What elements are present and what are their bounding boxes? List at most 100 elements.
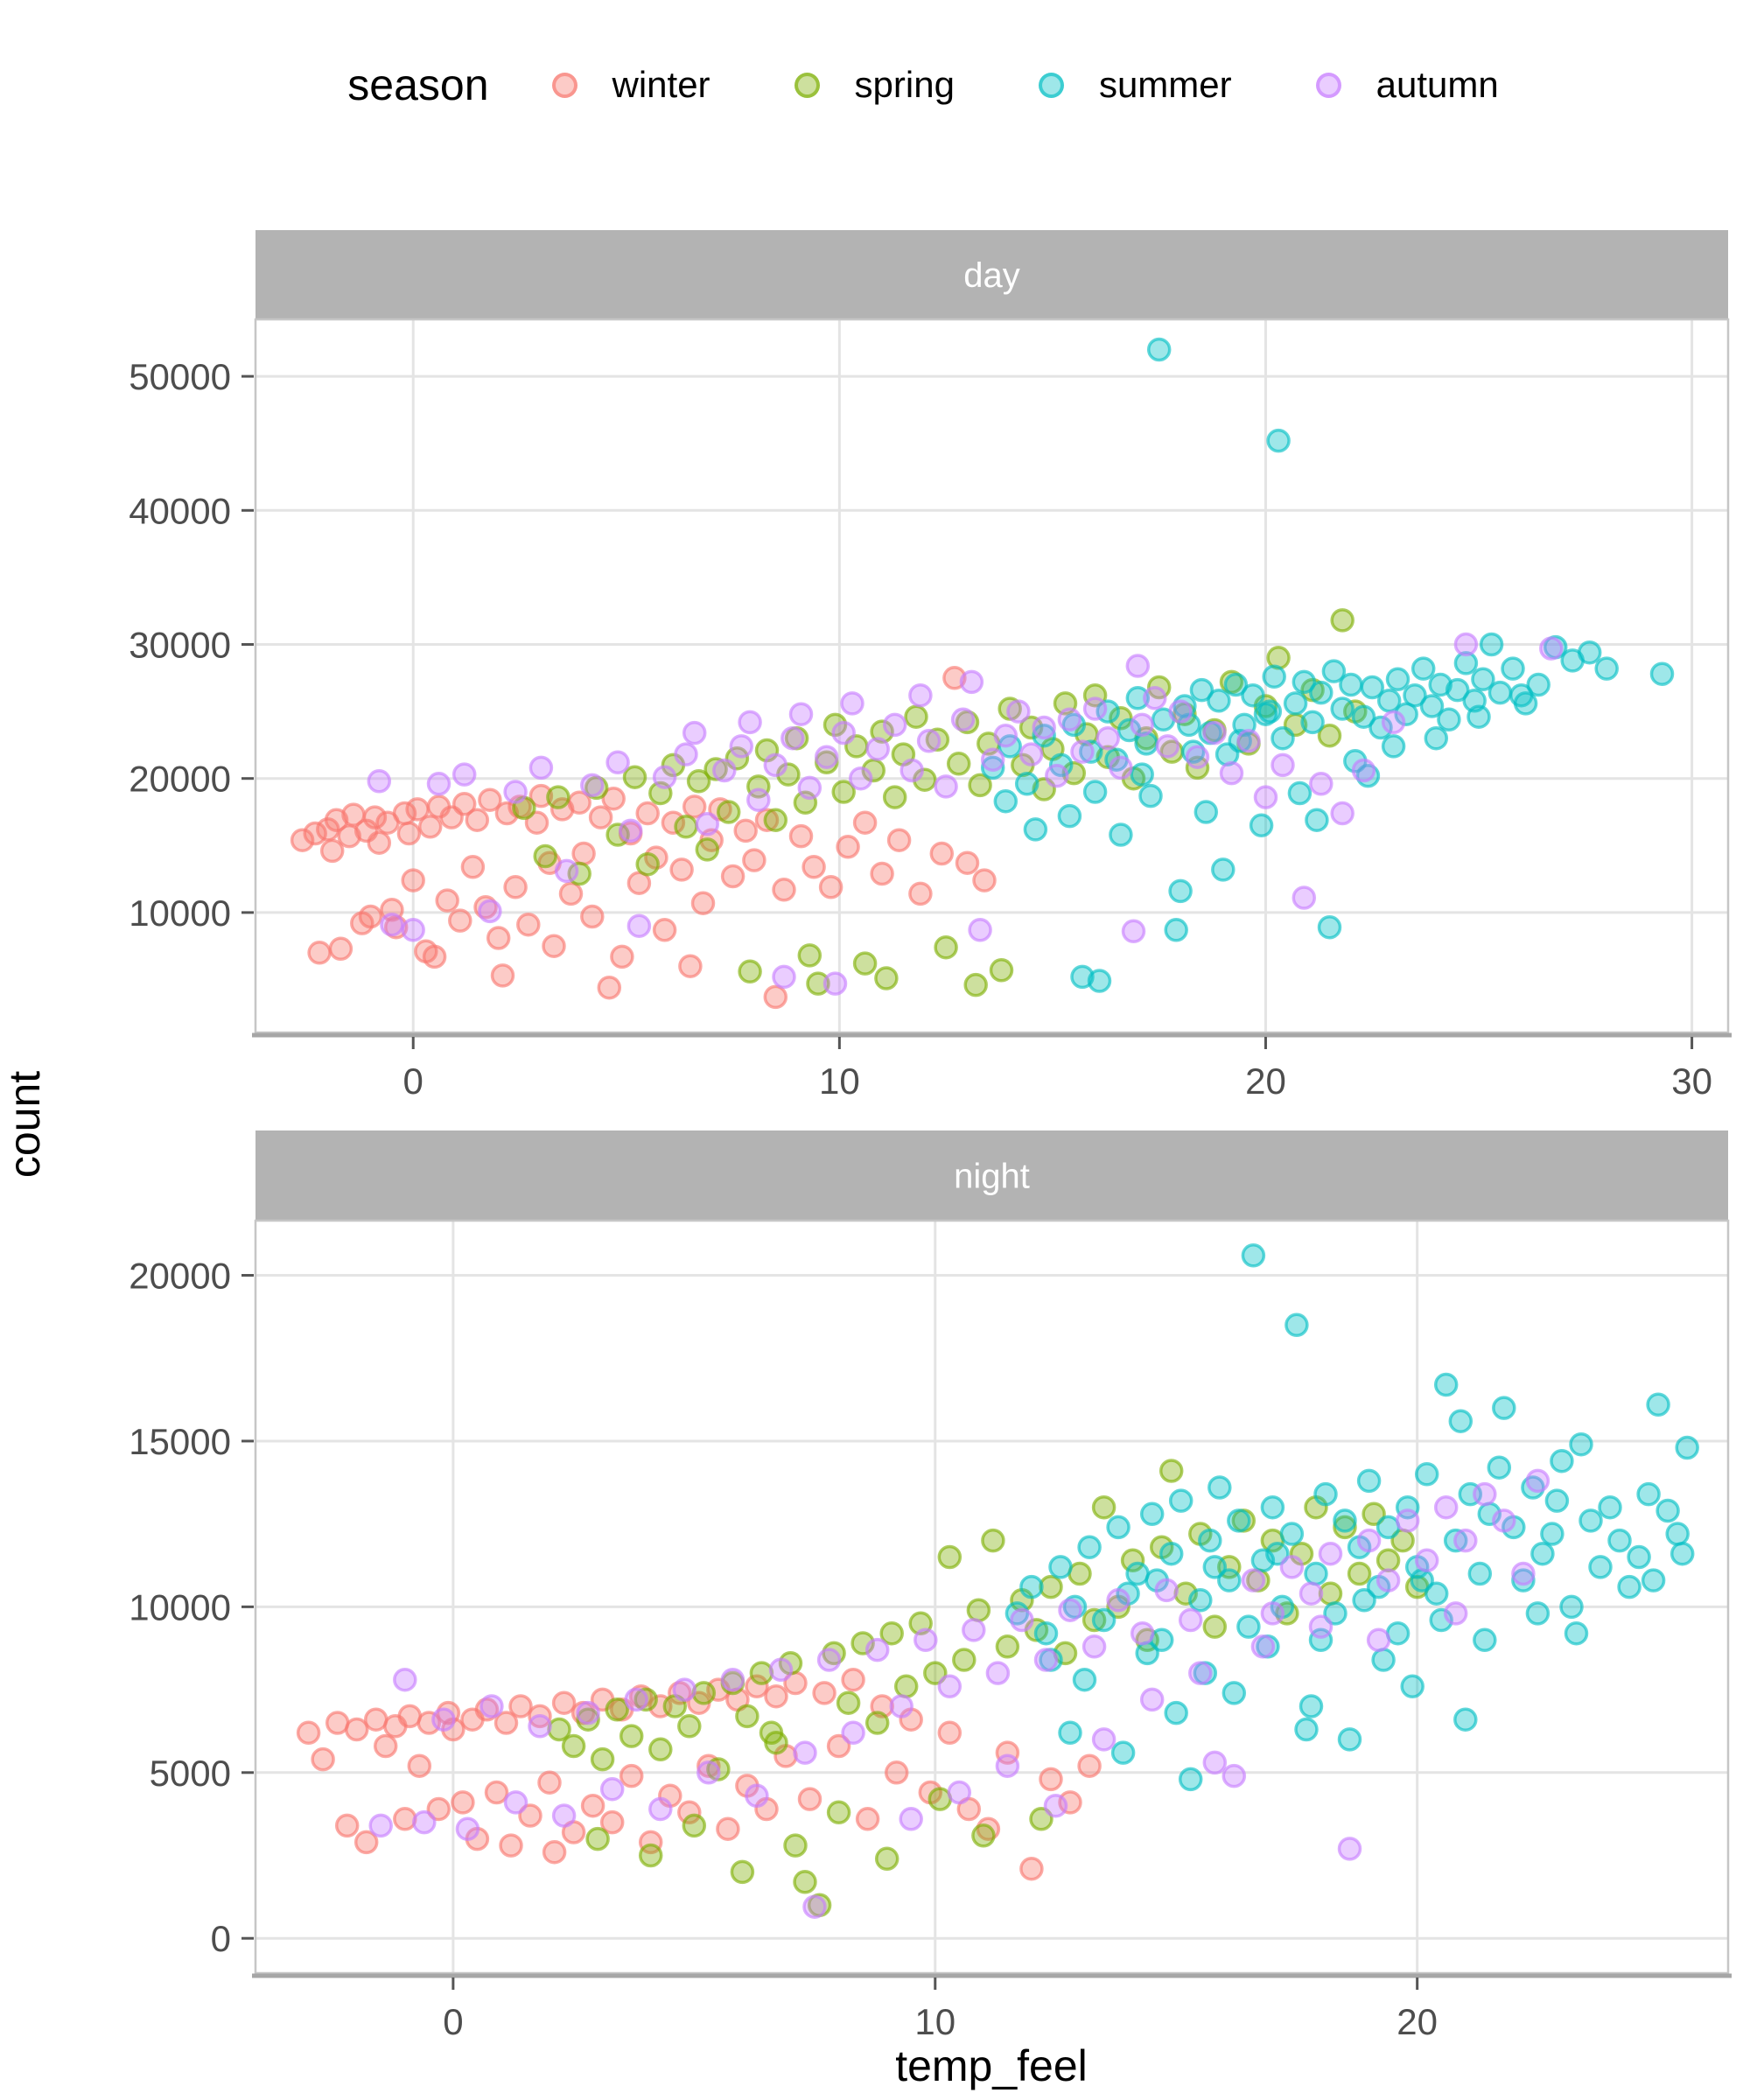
- data-point: [1395, 1508, 1420, 1533]
- facet-strip-night: [256, 1130, 1728, 1221]
- data-point: [1045, 763, 1069, 788]
- series-summer: [980, 337, 1675, 993]
- data-point: [1032, 715, 1056, 740]
- data-point: [533, 844, 557, 869]
- data-point: [1116, 718, 1142, 743]
- legend-item-label: winter: [612, 64, 710, 105]
- data-point: [1578, 1508, 1603, 1533]
- data-point: [1106, 1588, 1130, 1613]
- data-point: [426, 1796, 452, 1822]
- data-point: [1309, 680, 1334, 705]
- facet-strip-label: night: [954, 1158, 1030, 1196]
- data-point: [793, 1740, 817, 1765]
- data-point: [904, 704, 928, 729]
- legend-key-circle-icon: [551, 72, 578, 98]
- data-point: [946, 752, 971, 776]
- data-point: [546, 785, 570, 809]
- data-point: [746, 788, 771, 812]
- data-point: [1564, 1620, 1589, 1646]
- data-point: [1414, 1462, 1439, 1487]
- data-point: [585, 1826, 610, 1852]
- data-point: [1249, 813, 1274, 838]
- data-point: [393, 1807, 417, 1831]
- data-point: [733, 818, 758, 844]
- data-point: [1292, 669, 1317, 695]
- data-point: [334, 1813, 360, 1838]
- legend-item-autumn[interactable]: autumn: [1315, 64, 1499, 106]
- legend-item-spring[interactable]: spring: [794, 64, 955, 106]
- data-point: [1164, 1700, 1188, 1726]
- data-point: [1146, 337, 1172, 362]
- data-point: [648, 1737, 673, 1762]
- data-point: [1228, 729, 1252, 753]
- data-point: [1298, 1581, 1324, 1606]
- data-point: [1014, 772, 1040, 796]
- data-point: [490, 963, 515, 988]
- data-point: [624, 1687, 648, 1712]
- data-point: [677, 1800, 702, 1825]
- gridlines: [256, 1221, 1728, 1973]
- data-point: [508, 1694, 533, 1718]
- data-point: [1330, 696, 1354, 721]
- data-point: [840, 691, 864, 716]
- data-point: [1539, 636, 1564, 661]
- legend-item-winter[interactable]: winter: [551, 64, 710, 106]
- y-tick-label: 30000: [129, 624, 231, 665]
- data-point: [742, 848, 766, 872]
- data-point: [1352, 1588, 1376, 1613]
- legend-item-label: autumn: [1376, 64, 1499, 105]
- data-point: [788, 702, 814, 726]
- legend-item-summer[interactable]: summer: [1038, 64, 1232, 106]
- data-point: [1351, 704, 1376, 729]
- data-point: [1333, 1508, 1357, 1533]
- data-point: [551, 1803, 577, 1828]
- data-point: [841, 1720, 865, 1746]
- facet-strip-label: day: [963, 256, 1020, 295]
- data-point: [1217, 1568, 1242, 1592]
- x-tick-label: 0: [443, 2001, 463, 2042]
- data-point: [870, 719, 894, 744]
- data-point: [1270, 725, 1295, 751]
- data-point: [672, 1677, 697, 1702]
- data-point: [1437, 707, 1461, 732]
- data-point: [1641, 1568, 1666, 1592]
- data-point: [367, 830, 392, 855]
- data-point: [959, 669, 984, 695]
- data-point: [695, 812, 720, 836]
- data-point: [1333, 1515, 1357, 1540]
- data-point: [738, 959, 762, 984]
- data-point: [772, 964, 796, 990]
- data-point: [422, 944, 447, 970]
- data-point: [797, 775, 822, 801]
- data-point: [1188, 1661, 1213, 1685]
- data-point: [1403, 682, 1427, 708]
- data-point: [674, 815, 698, 839]
- data-point: [1077, 1754, 1102, 1778]
- data-point: [290, 828, 315, 852]
- data-point: [826, 1800, 851, 1825]
- data-point: [763, 752, 788, 778]
- data-point: [1433, 1372, 1459, 1397]
- data-point: [1082, 1634, 1107, 1659]
- data-point: [503, 875, 528, 900]
- data-point: [763, 984, 788, 1010]
- data-point: [900, 758, 924, 783]
- data-point: [1155, 734, 1180, 759]
- data-point: [1219, 760, 1244, 786]
- data-point: [494, 1711, 519, 1735]
- data-point: [678, 954, 703, 978]
- data-point: [1121, 919, 1146, 944]
- data-point: [1023, 817, 1048, 842]
- legend-item-label: summer: [1098, 64, 1232, 105]
- data-point: [690, 891, 716, 915]
- data-point: [1488, 680, 1513, 705]
- data-point: [599, 1776, 625, 1802]
- data-point: [576, 1707, 600, 1732]
- x-tick-label: 10: [914, 2001, 956, 2042]
- data-point: [396, 821, 422, 846]
- y-axis-title: count: [0, 1070, 49, 1179]
- data-point: [1033, 1648, 1059, 1672]
- data-point: [674, 742, 698, 766]
